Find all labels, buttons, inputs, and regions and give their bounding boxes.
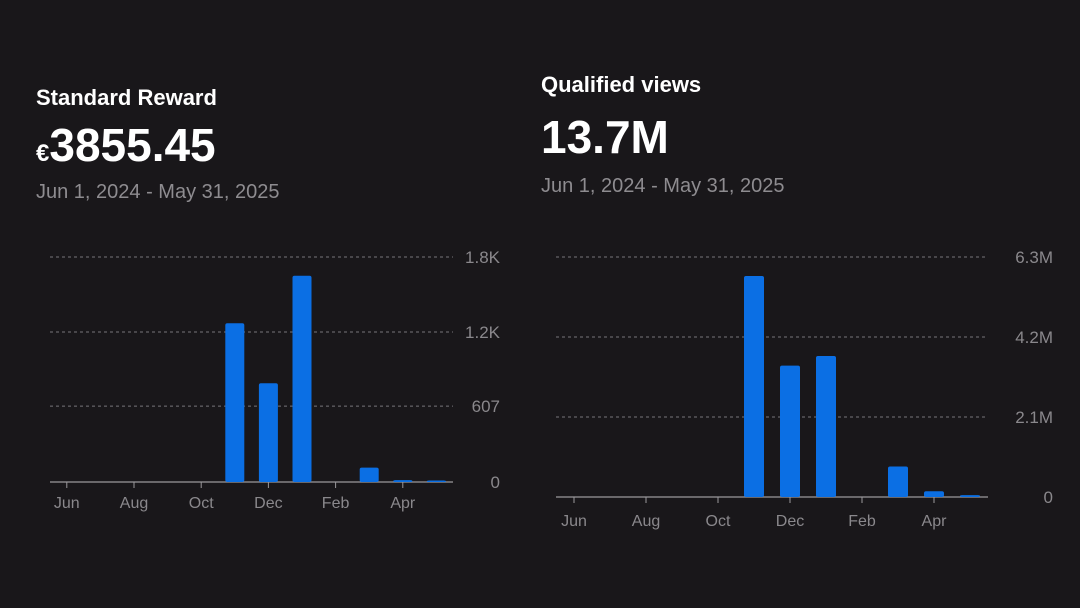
standard-reward-title: Standard Reward [36, 85, 217, 110]
bar-mar [359, 467, 379, 482]
y-tick-label: 1.8K [465, 248, 501, 267]
y-tick-label: 2.1M [1015, 408, 1053, 427]
standard-reward-panel: Standard Reward €3855.45 Jun 1, 2024 - M… [36, 85, 501, 512]
x-tick-label: Dec [254, 495, 282, 512]
y-tick-label: 4.2M [1015, 328, 1053, 347]
x-tick-label: Aug [632, 513, 660, 530]
x-tick-label: Jun [561, 513, 587, 530]
reward-amount: 3855.45 [49, 119, 216, 171]
bar-dec [258, 383, 278, 482]
x-tick-label: Feb [322, 495, 350, 512]
bar-dec [780, 365, 800, 497]
y-tick-label: 0 [1044, 488, 1053, 507]
x-tick-label: Aug [120, 495, 148, 512]
standard-reward-value: €3855.45 [36, 118, 216, 172]
bar-may [426, 480, 446, 482]
x-tick-label: Jun [54, 495, 80, 512]
y-tick-label: 607 [472, 397, 500, 416]
x-tick-label: Oct [706, 513, 731, 530]
bar-mar [888, 466, 908, 497]
bar-apr [393, 480, 413, 482]
qualified-views-title: Qualified views [541, 72, 702, 97]
y-tick-label: 0 [491, 473, 500, 492]
qualified-views-chart: 0 2.1M 4.2M 6.3M Jun Aug Oct Dec Feb Apr [556, 248, 1053, 530]
standard-reward-chart: 0 607 1.2K 1.8K Jun Aug Oct Dec Feb Apr [50, 248, 501, 512]
qualified-views-value: 13.7M [541, 110, 669, 164]
bar-jan [292, 275, 312, 482]
x-tick-label: Dec [776, 513, 804, 530]
bar-apr [924, 491, 944, 497]
x-tick-label: Apr [390, 495, 416, 512]
x-tick-label: Feb [848, 513, 876, 530]
bar-may [960, 495, 980, 497]
x-tick-label: Oct [189, 495, 214, 512]
bar-jan [816, 356, 836, 497]
bar-nov [744, 276, 764, 497]
qualified-views-panel: Qualified views 13.7M Jun 1, 2024 - May … [540, 0, 1080, 608]
reward-date-range: Jun 1, 2024 - May 31, 2025 [36, 181, 280, 203]
views-amount: 13.7M [541, 111, 669, 163]
bar-nov [225, 323, 245, 482]
x-tick-label: Apr [922, 513, 948, 530]
currency-symbol: € [36, 140, 50, 167]
views-date-range: Jun 1, 2024 - May 31, 2025 [541, 175, 785, 197]
y-tick-label: 6.3M [1015, 248, 1053, 267]
y-tick-label: 1.2K [465, 323, 501, 342]
